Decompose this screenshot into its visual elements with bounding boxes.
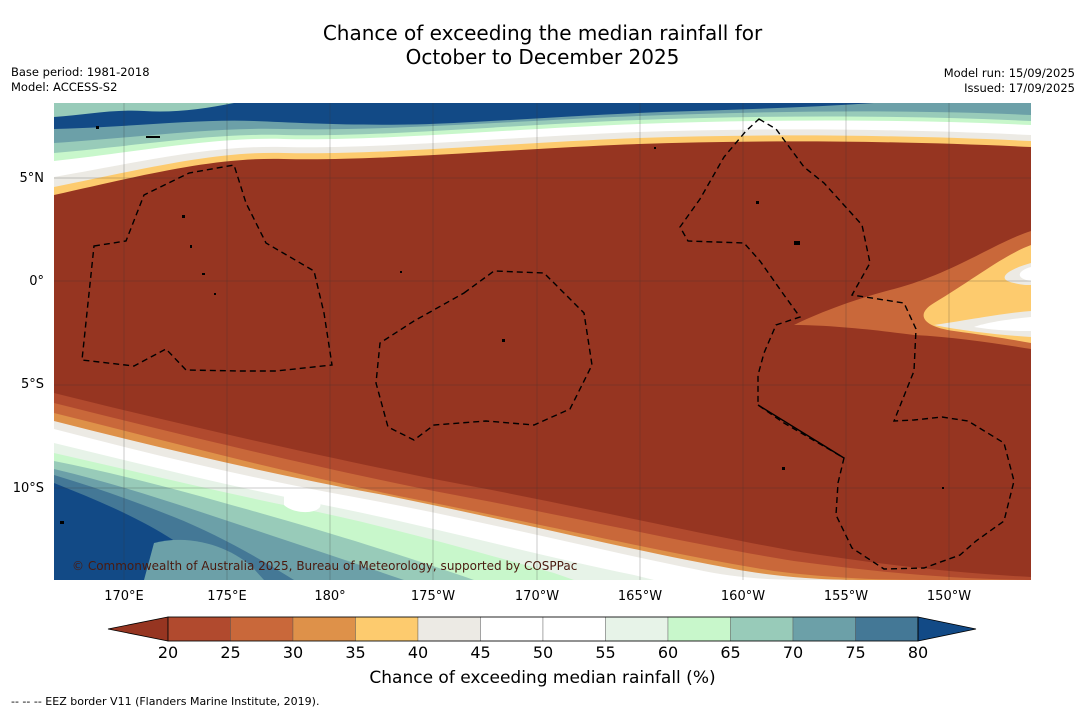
colorbar-segment xyxy=(855,616,919,642)
colorbar-segment xyxy=(292,616,356,642)
colorbar-segment xyxy=(792,616,856,642)
issued-date: Issued: 17/09/2025 xyxy=(964,81,1075,95)
colorbar-tick-label: 25 xyxy=(220,643,241,662)
colorbar-tick-label: 55 xyxy=(595,643,616,662)
eez-east xyxy=(679,118,1015,570)
colorbar-tick-label: 70 xyxy=(782,643,804,662)
colorbar-tick-label: 35 xyxy=(345,643,366,662)
meta-right: Model run: 15/09/2025 Issued: 17/09/2025 xyxy=(944,66,1075,96)
colorbar-segment xyxy=(542,616,606,642)
colorbar-tick-label: 50 xyxy=(532,643,554,662)
colorbar-segment xyxy=(167,616,231,642)
colorbar-segment xyxy=(667,616,731,642)
eez-solid-segment xyxy=(757,404,845,459)
north-band-80 xyxy=(54,103,874,129)
model-name: Model: ACCESS-S2 xyxy=(11,80,118,94)
colorbar-segment xyxy=(417,616,481,642)
title-line-2: October to December 2025 xyxy=(405,45,680,69)
north-patch xyxy=(54,103,234,117)
colorbar-segment xyxy=(355,616,419,642)
graticule xyxy=(54,103,1031,580)
lon-label-170w: 170°W xyxy=(514,589,560,604)
colorbar-extend-high xyxy=(917,616,977,642)
map-title: Chance of exceeding the median rainfall … xyxy=(0,21,1085,69)
colorbar-tick-label: 40 xyxy=(407,643,429,662)
eez-footnote: -- -- -- EEZ border V11 (Flanders Marine… xyxy=(11,695,320,708)
copyright-text: © Commonwealth of Australia 2025, Bureau… xyxy=(72,559,577,573)
colorbar-label: Chance of exceeding median rainfall (%) xyxy=(369,668,716,688)
east-band-55-b xyxy=(974,317,1031,331)
east-band-45-a xyxy=(1004,263,1031,285)
south-white-patch xyxy=(284,492,321,513)
lon-label-155w: 155°W xyxy=(823,589,869,604)
meta-left: Base period: 1981-2018 Model: ACCESS-S2 xyxy=(11,65,150,95)
lat-label-0: 0° xyxy=(29,274,44,289)
east-band-45-b xyxy=(934,311,1031,337)
colorbar-segment xyxy=(480,616,544,642)
lon-label-180: 180° xyxy=(314,589,346,604)
colorbar-extend-low xyxy=(107,616,169,642)
rainfall-map-svg: © Commonwealth of Australia 2025, Bureau… xyxy=(54,103,1031,580)
colorbar-tick-label: 30 xyxy=(282,643,304,662)
colorbar-tick-label: 60 xyxy=(657,643,679,662)
lon-label-160w: 160°W xyxy=(720,589,766,604)
lon-label-175w: 175°W xyxy=(410,589,456,604)
eez-west xyxy=(81,164,333,372)
colorbar-outline xyxy=(167,616,919,642)
lat-label-10s: 10°S xyxy=(12,481,44,496)
model-run: Model run: 15/09/2025 xyxy=(943,66,1075,80)
lat-label-5n: 5°N xyxy=(19,171,45,186)
lat-label-5s: 5°S xyxy=(20,377,44,392)
eez-borders xyxy=(81,118,1015,570)
lon-label-170e: 170°E xyxy=(104,589,144,604)
east-band-55-a xyxy=(1019,267,1031,281)
colorbar-tick-label: 75 xyxy=(845,643,866,662)
colorbar-tick-label: 65 xyxy=(720,643,741,662)
colorbar-tick-label: 45 xyxy=(470,643,491,662)
colorbar-tick-label: 20 xyxy=(157,643,179,662)
eez-central xyxy=(375,270,593,441)
colorbar-segment xyxy=(605,616,669,642)
islands xyxy=(60,126,944,524)
lon-label-150w: 150°W xyxy=(926,589,972,604)
colorbar-segment xyxy=(230,616,294,642)
rainfall-map: © Commonwealth of Australia 2025, Bureau… xyxy=(54,103,1031,580)
colorbar-tick-label: 80 xyxy=(907,643,929,662)
south-teal-patch xyxy=(144,539,264,580)
title-line-1: Chance of exceeding the median rainfall … xyxy=(322,21,763,45)
lon-label-165w: 165°W xyxy=(617,589,663,604)
colorbar xyxy=(107,616,977,642)
base-period: Base period: 1981-2018 xyxy=(11,65,150,79)
colorbar-segment xyxy=(730,616,794,642)
lon-label-175e: 175°E xyxy=(207,589,247,604)
